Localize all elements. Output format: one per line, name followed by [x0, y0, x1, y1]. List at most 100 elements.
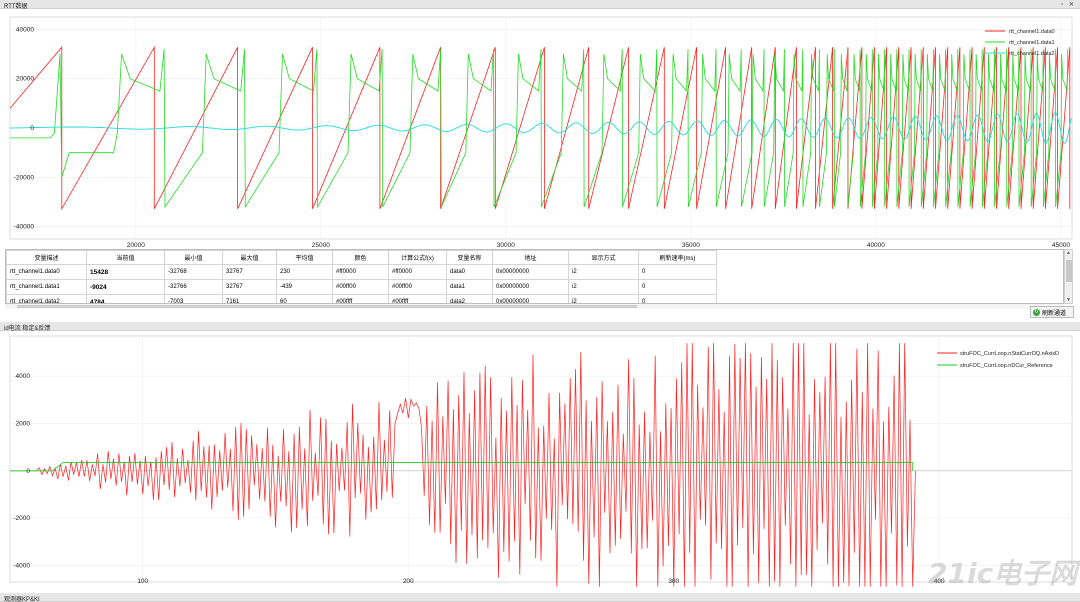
table-cell[interactable]: #00ffff [388, 294, 447, 303]
observer-panel-titlebar: 观测器KP&KI [0, 593, 1080, 602]
x-tick-label: 400 [934, 578, 945, 585]
y-tick-label: -4000 [13, 562, 30, 569]
table-cell[interactable]: rtt_channel1.data0 [6, 264, 87, 280]
table-row[interactable]: rtt_channel1.data1 -9024 -32766 32767 -439 #0… [6, 279, 717, 295]
table-cell[interactable]: #ff0000 [332, 264, 389, 280]
y-tick-label: 20000 [16, 76, 34, 83]
x-tick-label: 200 [403, 578, 414, 585]
table-cell[interactable]: 0x00000000 [492, 264, 569, 280]
table-cell[interactable]: data0 [446, 264, 493, 280]
series-data2-line [10, 112, 1072, 144]
rtt-chart[interactable]: 20000 25000 30000 35000 40000 45000 40000 20000… [0, 10, 1080, 249]
table-header-cell[interactable]: 地址 [492, 250, 569, 265]
rtt-panel-title: RTT数据 [4, 4, 28, 10]
legend-label: rtt_channel1.data2 [1009, 51, 1055, 57]
table-cell[interactable]: 32767 [222, 264, 277, 280]
table-header-cell[interactable]: 计算公式f(x) [388, 250, 447, 265]
x-tick-label: 20000 [127, 242, 145, 248]
table-cell[interactable]: 60 [276, 294, 333, 303]
table-cell[interactable]: 4784 [86, 294, 165, 303]
table-cell[interactable]: 15428 [86, 264, 165, 280]
id-current-panel-titlebar: id电流 稳定&反馈 [0, 322, 1080, 332]
table-header-row: 变量描述 当前值 最小值 最大值 平均值 颜色 计算公式f(x) 变量名称 地址 显示方式 刷新速率… [6, 250, 717, 265]
x-tick-label: 100 [137, 578, 148, 585]
table-cell[interactable]: 230 [276, 264, 333, 280]
table-cell[interactable]: -9024 [86, 279, 165, 295]
legend-label: struFOC_CurrLoop.nStatCurrDQ.nAxisD [960, 351, 1059, 357]
scroll-up-icon[interactable]: ▲ [1066, 250, 1071, 256]
table-cell[interactable]: #00ff00 [332, 279, 389, 295]
table-cell[interactable]: 32767 [222, 279, 277, 295]
y-tick-label: -40000 [14, 224, 35, 231]
table-cell[interactable]: 0x00000000 [492, 294, 569, 303]
refresh-channel-button[interactable]: ↻ 刷新通道 [1030, 306, 1074, 318]
table-header-cell[interactable]: 变量名称 [446, 250, 493, 265]
table-cell[interactable]: i2 [568, 264, 639, 280]
scroll-down-icon[interactable]: ▼ [1066, 297, 1071, 303]
table-cell[interactable]: data1 [446, 279, 493, 295]
variable-table: 变量描述 当前值 最小值 最大值 平均值 颜色 计算公式f(x) 变量名称 地址 显示方式 刷新速率… [5, 249, 1064, 304]
table-cell[interactable]: -32768 [164, 264, 223, 280]
x-tick-label: 30000 [497, 242, 515, 248]
legend-label: rtt_channel1.data0 [1009, 29, 1055, 35]
y-tick-label: -20000 [14, 174, 35, 181]
y-tick-label: 0 [26, 468, 30, 475]
table-row[interactable]: rtt_channel1.data2 4784 -7003 7161 60 #00ffff… [6, 294, 717, 303]
table-cell[interactable]: -439 [276, 279, 333, 295]
window-controls[interactable]: ▫ ✕ [1061, 2, 1076, 8]
table-cell[interactable]: #ff0000 [388, 264, 447, 280]
table-cell[interactable]: -32766 [164, 279, 223, 295]
rtt-chart-panel: 20000 25000 30000 35000 40000 45000 40000 20000… [0, 10, 1080, 249]
y-tick-label: 2000 [16, 421, 31, 428]
table-cell[interactable]: #00ffff [332, 294, 389, 303]
table-header-cell[interactable]: 颜色 [332, 250, 389, 265]
table-header-cell[interactable]: 最大值 [222, 250, 277, 265]
id-current-chart-panel: 100 200 300 400 4000 2000 0 -2000 -4000 struFOC_… [0, 332, 1080, 592]
table-cell[interactable]: i2 [568, 294, 639, 303]
table-header-cell[interactable]: 当前值 [86, 250, 165, 265]
series-data0-line [9, 45, 1071, 211]
y-tick-label: 40000 [16, 26, 34, 33]
table-header-cell[interactable]: 刷新速率(ms) [638, 250, 717, 265]
table-horizontal-scrollbar[interactable] [5, 304, 1064, 309]
table-cell[interactable]: #00ff00 [388, 279, 447, 295]
x-tick-label: 45000 [1052, 242, 1070, 248]
x-tick-label: 300 [668, 578, 679, 585]
x-tick-label: 35000 [682, 242, 700, 248]
refresh-icon: ↻ [1033, 308, 1040, 316]
table-row[interactable]: rtt_channel1.data0 15428 -32768 32767 230 #ff… [6, 264, 717, 280]
hscrollbar-thumb[interactable] [17, 305, 637, 308]
y-tick-label: -2000 [13, 515, 30, 522]
table-header-cell[interactable]: 变量描述 [6, 250, 87, 265]
table-cell[interactable]: rtt_channel1.data1 [6, 279, 87, 295]
x-tick-label: 25000 [312, 242, 330, 248]
table-cell[interactable]: -7003 [164, 294, 223, 303]
table-cell[interactable]: data2 [446, 294, 493, 303]
observer-panel-title: 观测器KP&KI [4, 597, 40, 602]
table-header-cell[interactable]: 显示方式 [568, 250, 639, 265]
legend-label: struFOC_CurrLoop.nDCur_Reference [960, 363, 1053, 369]
table-header-cell[interactable]: 平均值 [276, 250, 333, 265]
series-axisd-line [10, 343, 916, 587]
legend-label: rtt_channel1.data1 [1009, 40, 1055, 46]
refresh-channel-label: 刷新通道 [1042, 310, 1067, 317]
table-cell[interactable]: 0x00000000 [492, 279, 569, 295]
table-cell[interactable]: 0 [638, 294, 717, 303]
table-cell[interactable]: 0 [638, 264, 717, 280]
scrollbar-thumb[interactable] [1066, 260, 1072, 282]
id-current-chart[interactable]: 100 200 300 400 4000 2000 0 -2000 -4000 struFOC_… [0, 332, 1080, 592]
series-data1-line [10, 49, 1069, 209]
table-header-cell[interactable]: 最小值 [164, 250, 223, 265]
table-cell[interactable]: 0 [638, 279, 717, 295]
table-cell[interactable]: rtt_channel1.data2 [6, 294, 87, 303]
table-cell[interactable]: 7161 [222, 294, 277, 303]
series-reference-line [10, 462, 914, 472]
x-tick-label: 40000 [867, 242, 885, 248]
id-current-panel-title: id电流 稳定&反馈 [4, 326, 51, 332]
table-vertical-scrollbar[interactable]: ▲ ▼ [1064, 249, 1073, 304]
y-tick-label: 4000 [16, 373, 31, 380]
watermark: 21ic电子网 [928, 557, 1078, 590]
table-cell[interactable]: i2 [568, 279, 639, 295]
rtt-panel-titlebar: RTT数据 ▫ ✕ [0, 0, 1080, 10]
y-tick-label: 0 [30, 125, 34, 132]
